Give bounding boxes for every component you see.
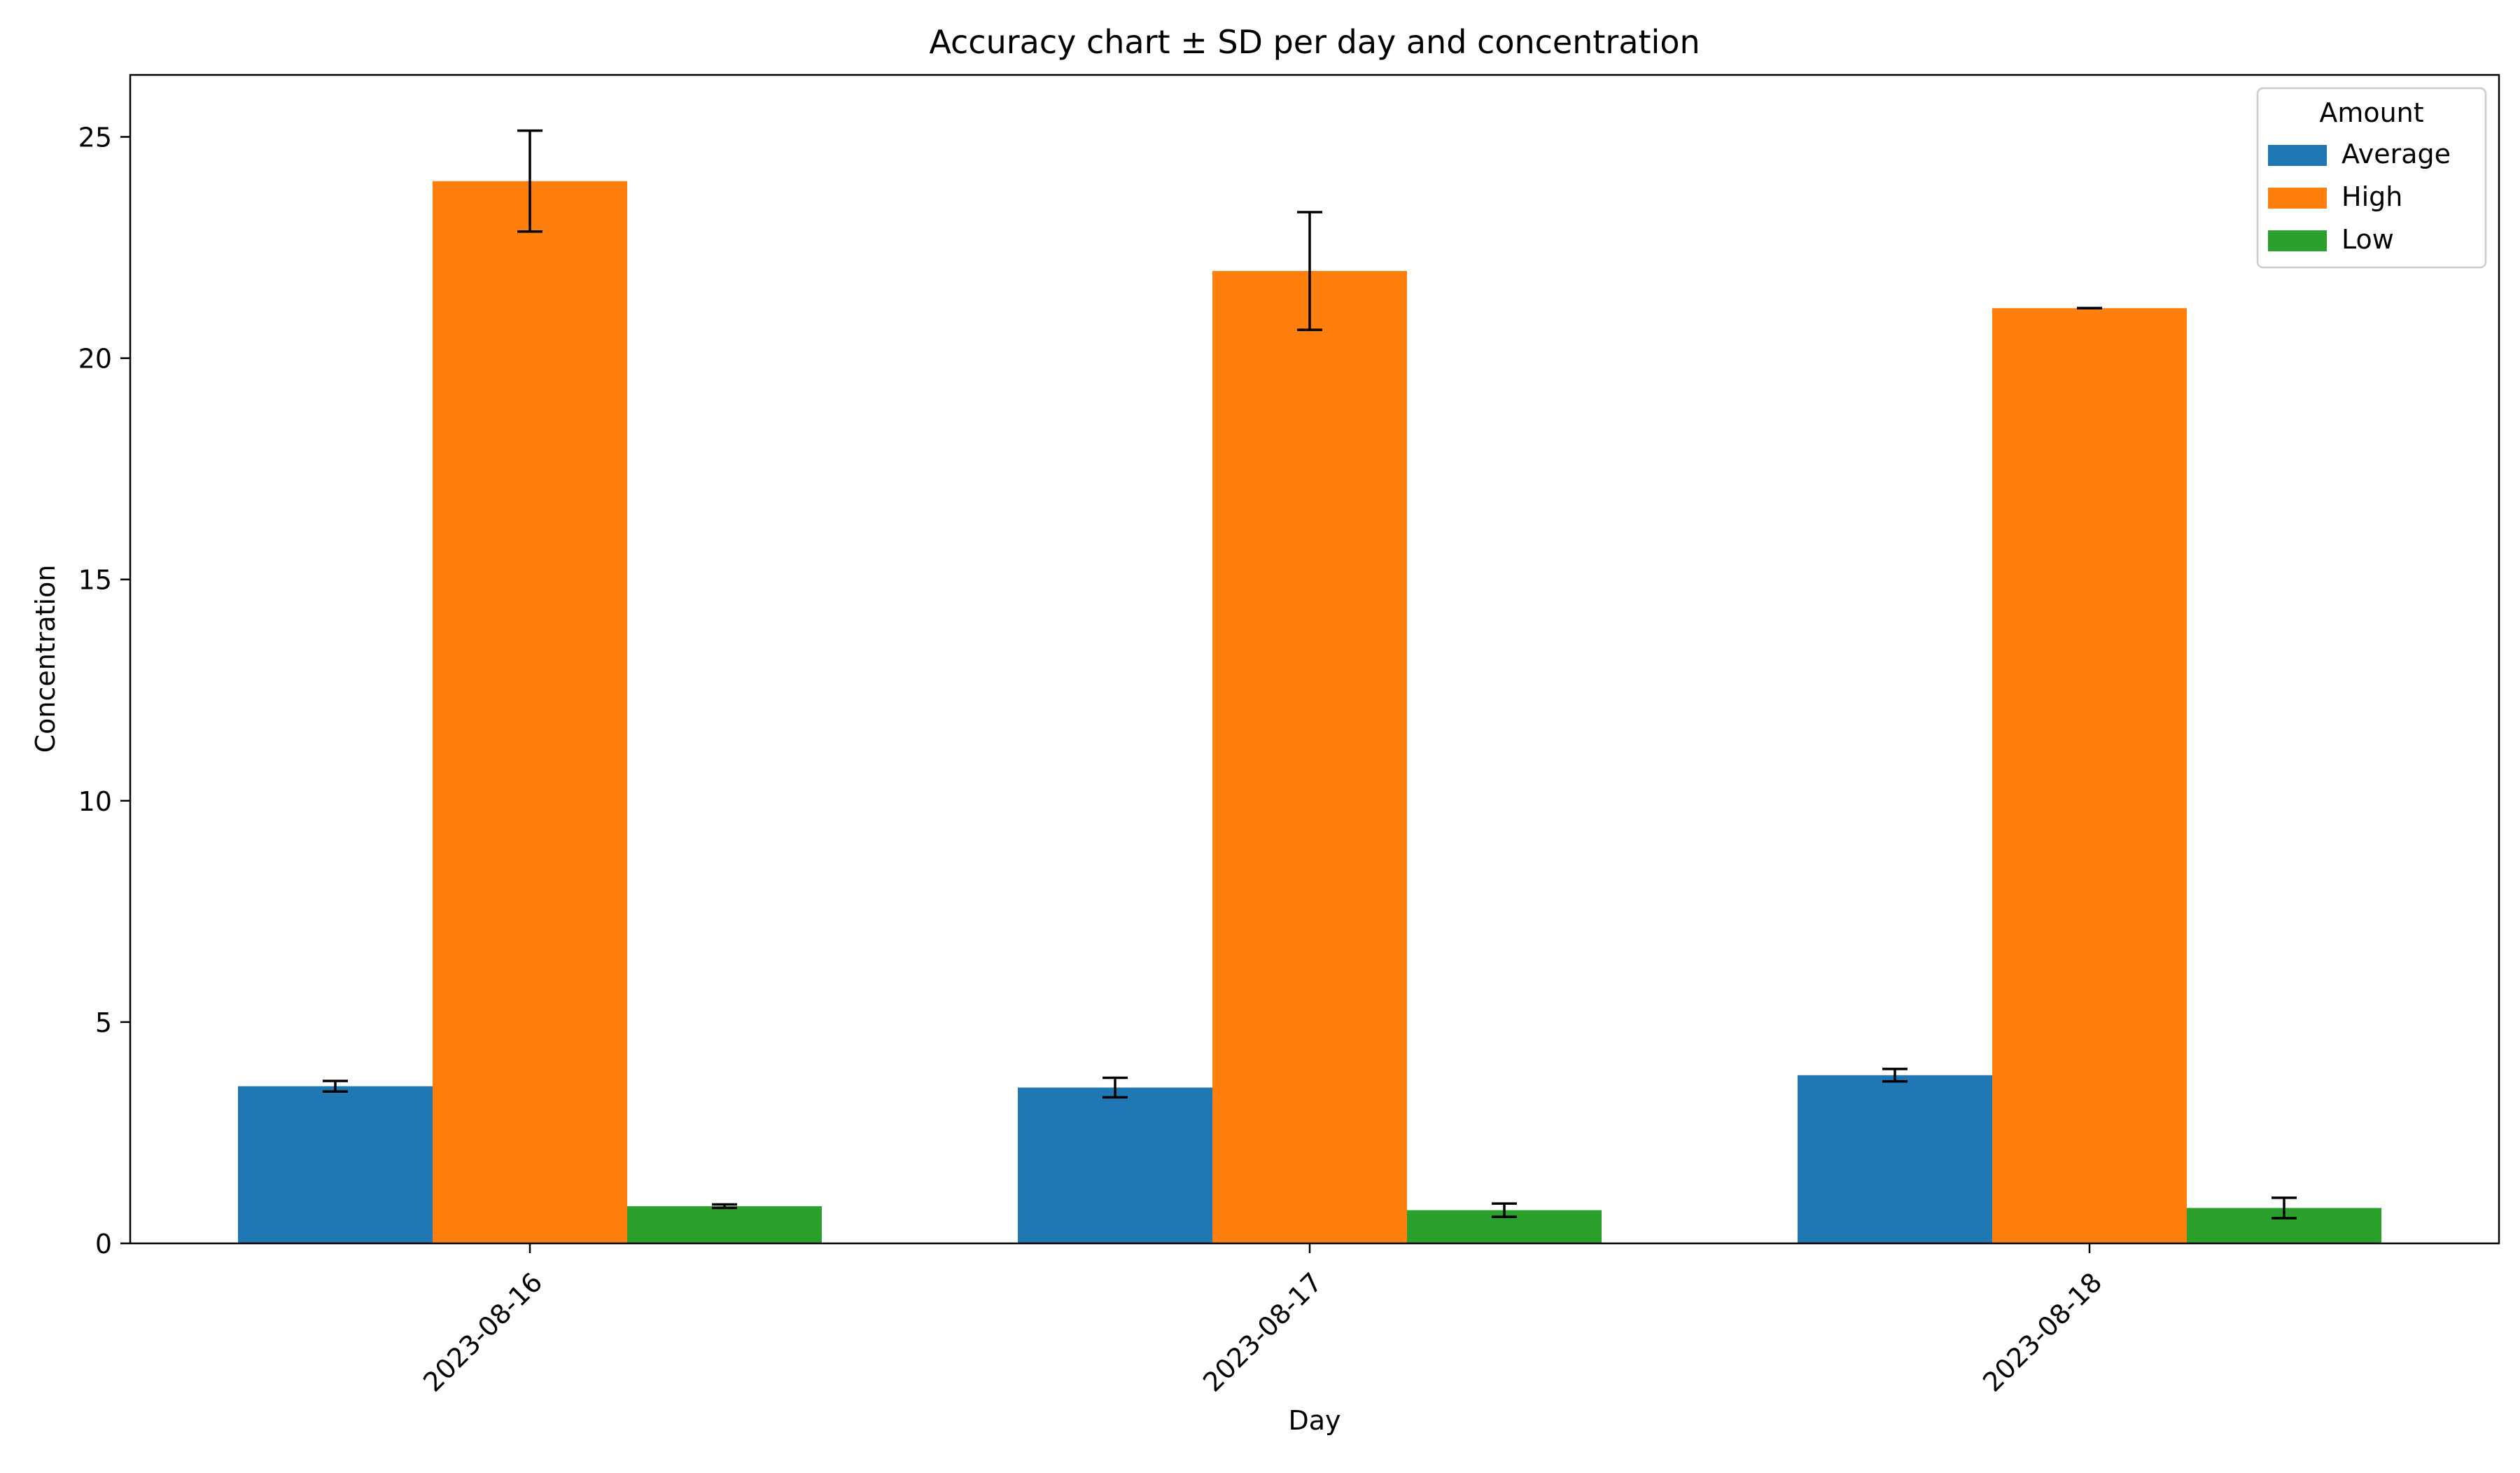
y-tick-label: 15 (78, 565, 112, 596)
legend-item-average: Average (2268, 139, 2451, 169)
x-axis: 2023-08-16 2023-08-17 2023-08-18 (417, 1243, 2108, 1398)
plot-frame (129, 74, 2500, 1245)
legend-swatch (2268, 188, 2327, 209)
bar-high-2023-08-16 (433, 181, 627, 1243)
y-tick-label: 5 (95, 1007, 112, 1038)
legend-title: Amount (2319, 97, 2423, 128)
error-bar-average-2023-08-18 (1882, 1068, 1907, 1083)
error-bars-layer (323, 129, 2297, 1220)
x-tick-label: 2023-08-16 (417, 1266, 548, 1397)
y-tick-label: 10 (78, 786, 112, 817)
y-axis: 0 5 10 15 20 25 (78, 123, 130, 1259)
bar-average-2023-08-16 (238, 1086, 433, 1243)
bar-average-2023-08-18 (1798, 1075, 1992, 1243)
legend-item-low: Low (2268, 224, 2394, 255)
bar-low-2023-08-16 (627, 1206, 822, 1243)
chart-title: Accuracy chart ± SD per day and concentr… (929, 23, 1700, 61)
legend-swatch (2268, 145, 2327, 166)
error-bar-high-2023-08-16 (517, 129, 542, 233)
y-axis-label: Concentration (30, 565, 61, 753)
x-axis-label: Day (1288, 1405, 1340, 1436)
error-bar-low-2023-08-16 (712, 1203, 737, 1210)
legend-label: Low (2342, 224, 2394, 255)
bar-high-2023-08-18 (1992, 308, 2187, 1243)
error-bar-high-2023-08-17 (1297, 211, 1322, 331)
bar-average-2023-08-17 (1018, 1087, 1212, 1243)
bar-high-2023-08-17 (1212, 271, 1407, 1244)
error-bar-average-2023-08-17 (1102, 1076, 1128, 1099)
legend: Amount Average High Low (2256, 87, 2487, 269)
legend-items: Average High Low (2268, 139, 2451, 255)
legend-swatch (2268, 230, 2327, 251)
y-tick-label: 25 (78, 123, 112, 153)
legend-box (2256, 87, 2487, 269)
y-tick-label: 20 (78, 344, 112, 375)
y-tick-label: 0 (95, 1229, 112, 1259)
bars-layer (238, 181, 2381, 1244)
legend-item-high: High (2268, 181, 2402, 212)
legend-label: Average (2342, 139, 2451, 169)
error-bar-low-2023-08-17 (1492, 1202, 1517, 1218)
error-bar-average-2023-08-16 (323, 1080, 348, 1093)
x-tick-label: 2023-08-17 (1197, 1266, 1328, 1397)
legend-label: High (2342, 181, 2402, 212)
error-bar-low-2023-08-18 (2272, 1196, 2297, 1220)
x-tick-label: 2023-08-18 (1977, 1266, 2108, 1397)
